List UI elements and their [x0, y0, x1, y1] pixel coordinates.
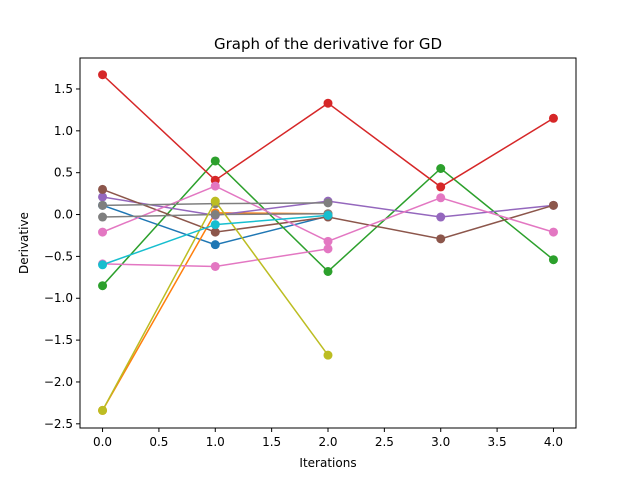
chart-title: Graph of the derivative for GD [214, 35, 442, 53]
x-tick-label: 1.5 [262, 435, 281, 449]
data-point [98, 70, 108, 80]
data-point [436, 182, 446, 192]
data-point [548, 227, 558, 237]
data-point [436, 193, 446, 203]
x-axis-ticks: 0.0 0.5 1.0 1.5 2.0 2.5 3.0 3.5 4.0 [93, 428, 563, 449]
series-layer [98, 70, 558, 415]
y-tick-label: −1.5 [44, 333, 73, 347]
data-point [323, 210, 333, 220]
data-point [210, 227, 220, 237]
data-point [323, 350, 333, 360]
y-tick-label: 1.5 [54, 82, 73, 96]
x-tick-label: 4.0 [544, 435, 563, 449]
data-point [210, 210, 220, 220]
data-point [548, 255, 558, 265]
data-point [323, 98, 333, 108]
x-tick-label: 3.5 [488, 435, 507, 449]
data-point [98, 192, 108, 202]
x-tick-label: 3.0 [431, 435, 450, 449]
data-point [210, 156, 220, 166]
data-point [98, 260, 108, 270]
x-tick-label: 0.5 [149, 435, 168, 449]
data-point [210, 181, 220, 191]
data-point [210, 220, 220, 230]
x-tick-label: 0.0 [93, 435, 112, 449]
x-tick-label: 2.5 [375, 435, 394, 449]
data-point [210, 240, 220, 250]
data-point [436, 234, 446, 244]
data-point [548, 200, 558, 210]
data-point [98, 200, 108, 210]
y-tick-label: 0.5 [54, 166, 73, 180]
series-6 [98, 181, 558, 246]
y-tick-label: −0.5 [44, 249, 73, 263]
data-point [436, 212, 446, 222]
data-point [323, 236, 333, 246]
data-point [98, 281, 108, 291]
data-point [98, 184, 108, 194]
series-10 [98, 196, 333, 415]
y-tick-label: −2.0 [44, 375, 73, 389]
series-3 [98, 70, 558, 192]
series-2 [98, 156, 558, 291]
data-point [210, 196, 220, 206]
data-point [323, 266, 333, 276]
y-tick-label: 0.0 [54, 208, 73, 222]
series-line [102, 74, 554, 188]
series-1 [98, 208, 333, 415]
data-point [98, 212, 108, 222]
y-tick-label: 1.0 [54, 124, 73, 138]
data-point [323, 244, 333, 254]
x-tick-label: 1.0 [206, 435, 225, 449]
y-axis-ticks: −2.5 −2.0 −1.5 −1.0 −0.5 0.0 0.5 1.0 1.5 [44, 82, 80, 431]
series-11 [98, 210, 333, 270]
y-axis-label: Derivative [17, 212, 31, 274]
data-point [98, 405, 108, 415]
y-tick-label: −1.0 [44, 291, 73, 305]
data-point [548, 113, 558, 123]
x-axis-label: Iterations [299, 456, 356, 470]
data-point [98, 227, 108, 237]
y-tick-label: −2.5 [44, 417, 73, 431]
data-point [436, 163, 446, 173]
data-point [210, 261, 220, 271]
x-tick-label: 2.0 [318, 435, 337, 449]
data-point [323, 198, 333, 208]
